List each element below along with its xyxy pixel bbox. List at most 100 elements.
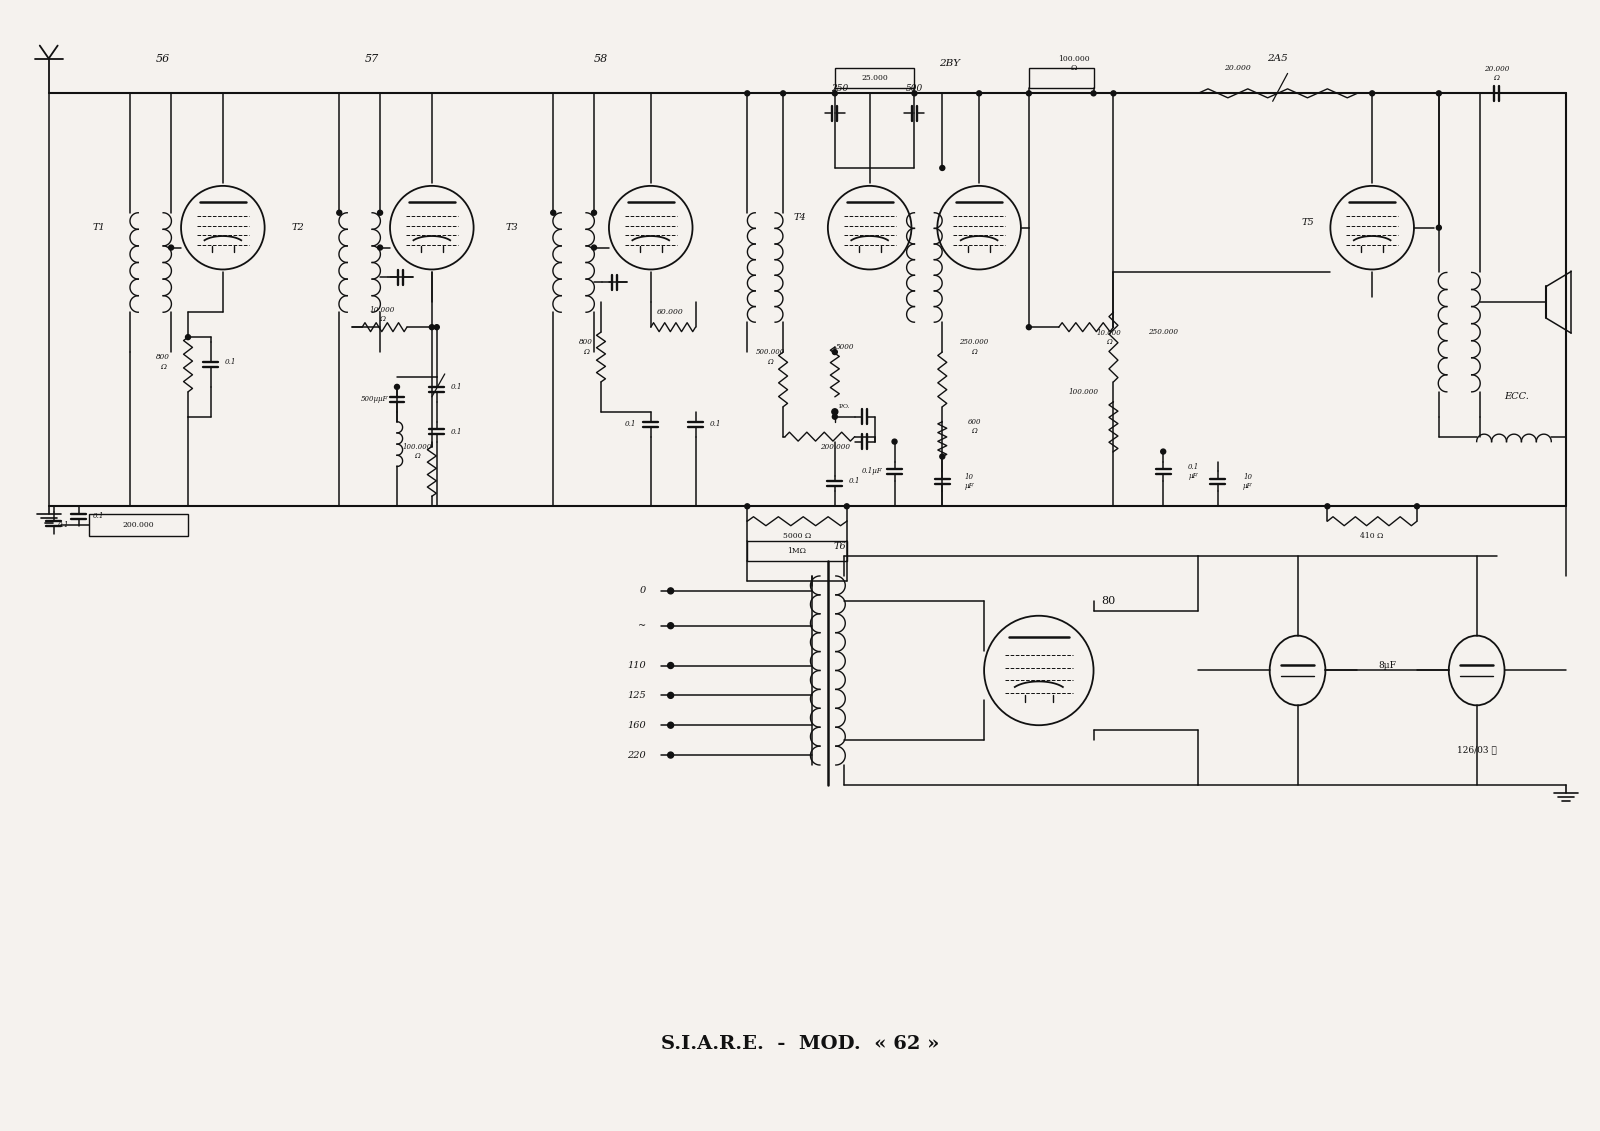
Circle shape — [744, 90, 750, 96]
Circle shape — [667, 692, 674, 698]
Text: 500: 500 — [906, 84, 923, 93]
Text: 0.1: 0.1 — [850, 477, 861, 485]
Circle shape — [1325, 503, 1330, 509]
Circle shape — [744, 503, 750, 509]
Text: 110: 110 — [627, 661, 646, 670]
Circle shape — [186, 335, 190, 339]
Text: ECC.: ECC. — [1504, 392, 1530, 402]
Circle shape — [1437, 90, 1442, 96]
Circle shape — [667, 663, 674, 668]
Text: 0.1: 0.1 — [58, 521, 69, 529]
Circle shape — [976, 90, 982, 96]
Circle shape — [1437, 225, 1442, 230]
Circle shape — [1370, 90, 1374, 96]
Bar — [747, 541, 846, 561]
Text: 200.000: 200.000 — [819, 442, 850, 450]
Text: 0: 0 — [640, 586, 646, 595]
Circle shape — [1110, 90, 1115, 96]
Circle shape — [832, 90, 837, 96]
Text: 60.000: 60.000 — [658, 309, 685, 317]
Text: 0.1: 0.1 — [451, 428, 462, 435]
Text: P.O.: P.O. — [838, 404, 851, 409]
Text: T3: T3 — [506, 223, 518, 232]
Text: 220: 220 — [627, 751, 646, 760]
Bar — [1029, 69, 1093, 88]
Circle shape — [336, 210, 342, 215]
Text: 58: 58 — [594, 53, 608, 63]
Circle shape — [939, 454, 944, 459]
Circle shape — [434, 325, 440, 329]
Text: S.I.A.R.E.  -  MOD.  « 62 »: S.I.A.R.E. - MOD. « 62 » — [661, 1035, 939, 1053]
Text: 10.000
Ω: 10.000 Ω — [1096, 328, 1122, 346]
Text: 10
µF: 10 µF — [1243, 473, 1253, 490]
Text: 0.1: 0.1 — [226, 359, 237, 366]
Text: 250: 250 — [830, 84, 848, 93]
Circle shape — [893, 439, 898, 444]
Circle shape — [550, 210, 555, 215]
Text: 250.000: 250.000 — [1149, 328, 1178, 336]
Text: T4: T4 — [794, 214, 806, 222]
Text: 410 Ω: 410 Ω — [1360, 533, 1384, 541]
Text: 20.000
Ω: 20.000 Ω — [1483, 64, 1509, 83]
Circle shape — [378, 210, 382, 215]
Circle shape — [832, 349, 837, 354]
Text: 0.1µF: 0.1µF — [861, 467, 882, 475]
Text: 126/03 ★: 126/03 ★ — [1456, 745, 1496, 754]
Text: 1MΩ: 1MΩ — [787, 547, 806, 555]
Text: 80: 80 — [1101, 596, 1115, 606]
Circle shape — [429, 325, 434, 329]
Bar — [88, 515, 189, 536]
Text: 100.000
Ω: 100.000 Ω — [402, 443, 432, 460]
Text: 100.000
Ω: 100.000 Ω — [1058, 55, 1090, 72]
Circle shape — [781, 90, 786, 96]
Text: T6: T6 — [834, 542, 846, 551]
Text: 0.1: 0.1 — [451, 383, 462, 391]
Text: 125: 125 — [627, 691, 646, 700]
Circle shape — [832, 408, 838, 415]
Text: 56: 56 — [157, 53, 170, 63]
Text: 800
Ω: 800 Ω — [157, 353, 170, 371]
Circle shape — [395, 385, 400, 389]
Text: T2: T2 — [291, 223, 304, 232]
Text: 10
µF: 10 µF — [965, 473, 974, 490]
Circle shape — [1091, 90, 1096, 96]
Bar — [835, 69, 915, 88]
Circle shape — [1414, 503, 1419, 509]
Circle shape — [939, 165, 944, 171]
Text: 5000 Ω: 5000 Ω — [782, 533, 811, 541]
Circle shape — [667, 752, 674, 758]
Text: 2BY: 2BY — [939, 59, 960, 68]
Circle shape — [592, 210, 597, 215]
Text: 0.1: 0.1 — [626, 420, 637, 428]
Text: 250.000
Ω: 250.000 Ω — [960, 338, 989, 355]
Circle shape — [168, 245, 173, 250]
Text: 160: 160 — [627, 720, 646, 729]
Text: 57: 57 — [365, 53, 379, 63]
Circle shape — [832, 414, 837, 420]
Circle shape — [1026, 325, 1032, 329]
Text: 25.000: 25.000 — [861, 75, 888, 83]
Circle shape — [378, 245, 382, 250]
Text: 600
Ω: 600 Ω — [968, 418, 981, 435]
Text: 0.1: 0.1 — [93, 512, 104, 520]
Circle shape — [845, 503, 850, 509]
Circle shape — [592, 245, 597, 250]
Text: ~: ~ — [638, 621, 646, 630]
Circle shape — [1160, 449, 1166, 454]
Text: 0.1
µF: 0.1 µF — [1187, 463, 1198, 480]
Circle shape — [1026, 90, 1032, 96]
Text: 2A5: 2A5 — [1267, 54, 1288, 63]
Text: 800
Ω: 800 Ω — [579, 338, 594, 355]
Text: T1: T1 — [93, 223, 106, 232]
Text: 100.000: 100.000 — [1069, 388, 1099, 396]
Text: 0.1: 0.1 — [710, 420, 722, 428]
Text: 200.000: 200.000 — [123, 521, 154, 529]
Text: 5000: 5000 — [835, 343, 854, 351]
Text: 500µµF: 500µµF — [360, 395, 387, 403]
Circle shape — [667, 588, 674, 594]
Circle shape — [912, 90, 917, 96]
Circle shape — [667, 623, 674, 629]
Text: 20.000: 20.000 — [1224, 64, 1251, 72]
Text: 500.000
Ω: 500.000 Ω — [755, 348, 784, 365]
Text: 10.000
Ω: 10.000 Ω — [370, 305, 395, 322]
